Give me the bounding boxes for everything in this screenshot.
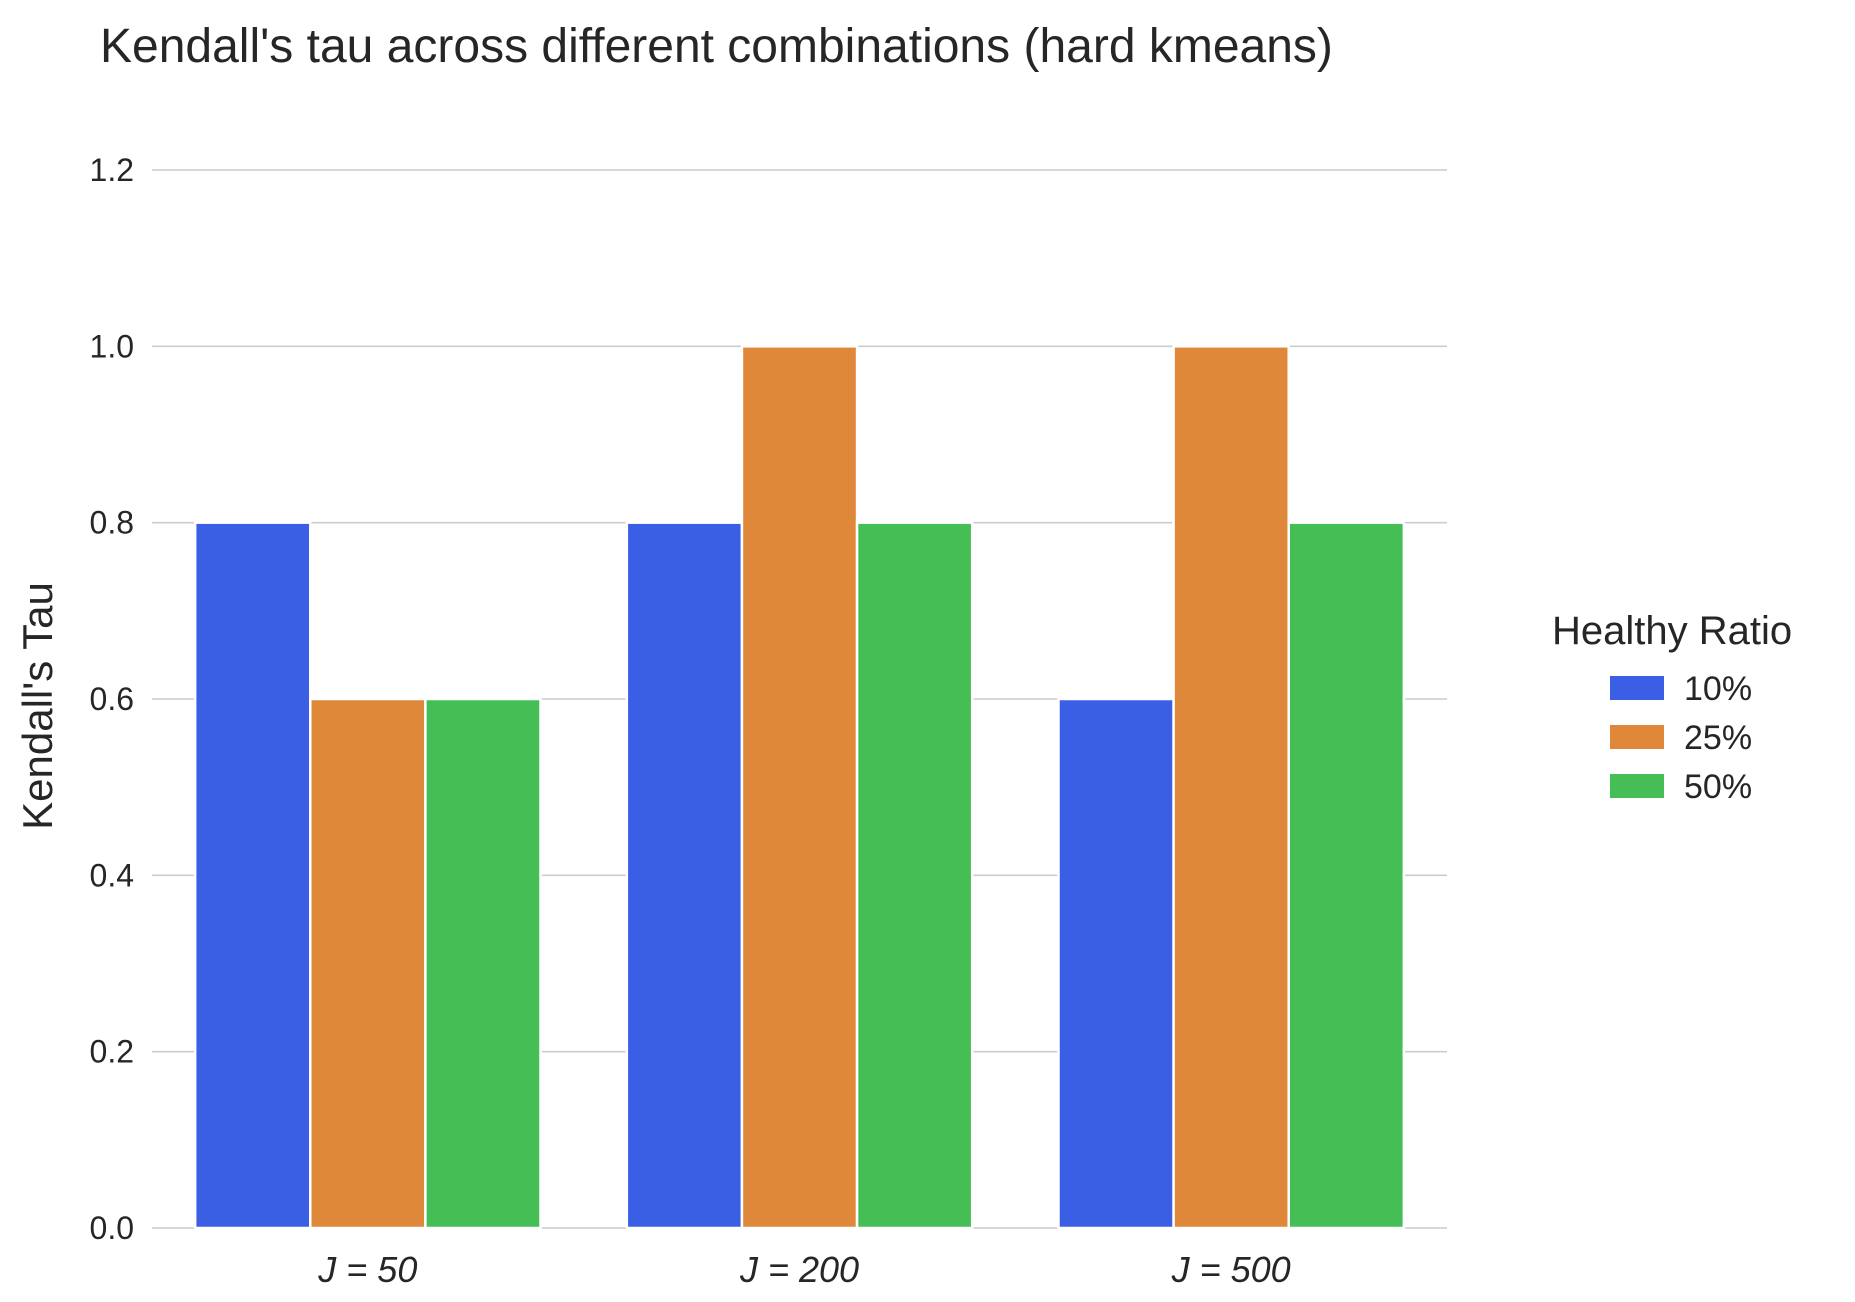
y-tick-label: 1.2 [90,152,134,188]
x-tick-label: J = 200 [739,1249,859,1290]
y-tick-label: 0.6 [90,681,134,717]
x-axis-ticks: J = 50 J = 200 J = 500 [317,1249,1290,1290]
bar-50pct-0 [424,697,542,1230]
x-tick-label: J = 500 [1171,1249,1291,1290]
legend-swatch [1610,725,1664,749]
chart-title: Kendall's tau across different combinati… [100,20,1333,73]
legend-items: 10% 25% 50% [1610,670,1752,806]
legend-label: 10% [1684,670,1752,708]
y-axis-label: Kendall's Tau [14,582,61,830]
bar-10pct-2 [1057,697,1175,1230]
x-tick-label: J = 50 [317,1249,417,1290]
bar-25pct-1 [740,345,859,1230]
bar-25pct-0 [309,697,427,1230]
legend-label: 50% [1684,768,1752,806]
legend-swatch [1610,676,1664,700]
y-tick-label: 0.4 [90,857,134,893]
bar-50pct-1 [855,521,974,1230]
y-axis-ticks: 0.0 0.2 0.4 0.6 0.8 1.0 1.2 [90,152,134,1246]
legend: Healthy Ratio 10% 25% 50% [1552,609,1792,806]
legend-title: Healthy Ratio [1552,609,1792,653]
y-tick-label: 1.0 [90,328,134,364]
bar-25pct-2 [1172,345,1290,1230]
bar-50pct-2 [1287,521,1406,1230]
y-tick-label: 0.0 [90,1210,134,1246]
bars [193,345,1406,1230]
legend-swatch [1610,774,1664,798]
bar-10pct-1 [625,521,744,1230]
bar-10pct-0 [193,521,312,1230]
y-tick-label: 0.2 [90,1034,134,1070]
y-tick-label: 0.8 [90,505,134,541]
legend-label: 25% [1684,719,1752,757]
